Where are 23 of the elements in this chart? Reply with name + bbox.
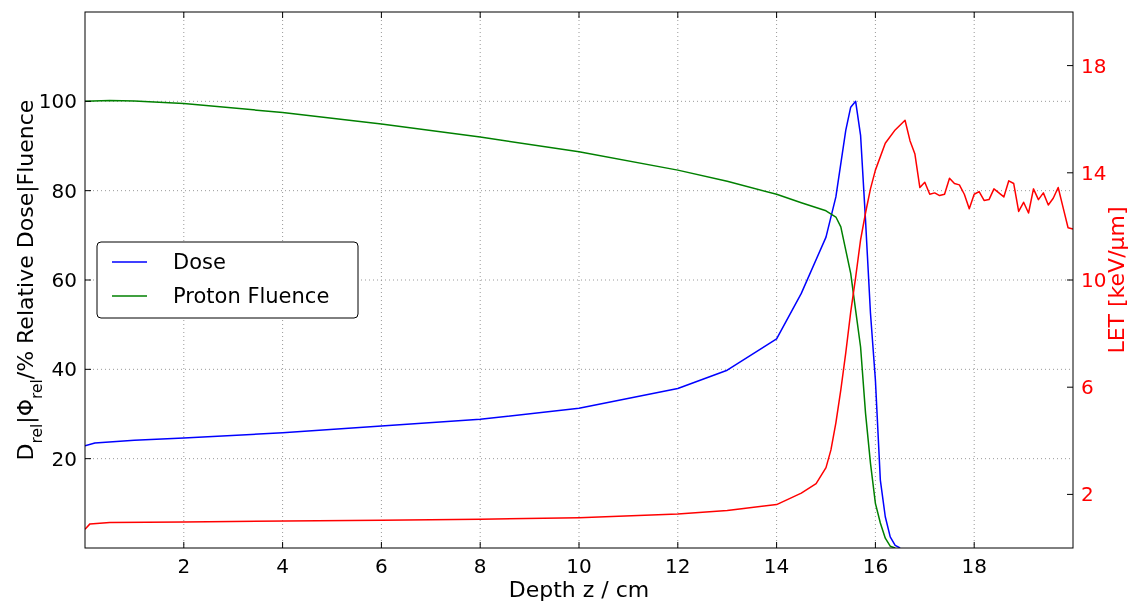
legend-label: Dose xyxy=(173,250,226,275)
y2-axis-title: LET [keV/μm] xyxy=(1104,206,1129,354)
x-tick-label: 10 xyxy=(566,554,592,578)
line-series xyxy=(85,119,1073,530)
y-tick-label: 20 xyxy=(51,446,77,471)
y2-tick-label: 10 xyxy=(1081,268,1107,292)
x-tick-label: 6 xyxy=(375,554,388,578)
y-tick-label: 80 xyxy=(51,178,77,203)
y2-tick-label: 2 xyxy=(1081,482,1094,507)
x-tick-label: 12 xyxy=(665,554,691,578)
y2-tick-label: 6 xyxy=(1081,375,1094,400)
y2-tick-label: 14 xyxy=(1081,160,1107,185)
legend-label: Proton Fluence xyxy=(173,284,330,309)
x-tick-label: 8 xyxy=(473,554,487,578)
x-axis-title: Depth z / cm xyxy=(508,577,650,602)
x-tick-label: 14 xyxy=(763,554,790,578)
x-tick-label: 4 xyxy=(276,554,289,578)
y-tick-label: 40 xyxy=(51,357,77,382)
y-tick-label: 60 xyxy=(51,268,77,292)
y2-tick-label: 18 xyxy=(1081,53,1107,78)
x-tick-label: 2 xyxy=(177,554,191,578)
x-tick-label: 16 xyxy=(862,554,889,578)
x-tick-label: 18 xyxy=(961,554,987,578)
